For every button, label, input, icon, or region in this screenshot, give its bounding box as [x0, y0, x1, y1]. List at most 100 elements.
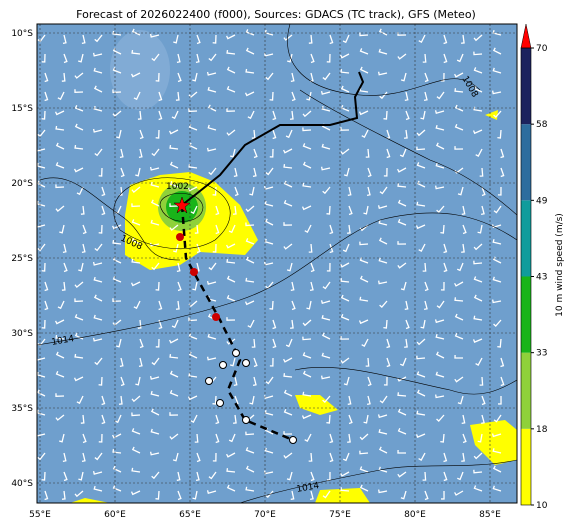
- wind-barb: [188, 300, 198, 308]
- wind-barb: [416, 146, 426, 151]
- wind-barb: [212, 395, 217, 405]
- lon-label: 70°E: [254, 510, 276, 520]
- wind-barb: [192, 490, 198, 500]
- map-frame: [36, 23, 518, 504]
- wind-barb: [379, 395, 388, 404]
- wind-barb: [493, 319, 502, 327]
- wind-barb: [340, 148, 350, 155]
- wind-barb: [475, 148, 483, 157]
- wind-barb: [287, 53, 293, 63]
- wind-barb: [44, 300, 49, 311]
- wind-barb: [188, 317, 198, 322]
- wind-barb: [55, 162, 65, 169]
- wind-barb: [119, 357, 124, 368]
- wind-barb: [492, 465, 502, 473]
- wind-barb: [320, 91, 331, 95]
- wind-barb: [285, 129, 293, 139]
- wind-barb: [343, 376, 350, 386]
- wind-barb: [206, 490, 217, 494]
- wind-barb: [98, 167, 103, 177]
- wind-barb: [151, 357, 160, 366]
- wind-barb: [92, 471, 103, 475]
- wind-barb: [73, 167, 84, 173]
- wind-barb: [131, 258, 141, 264]
- wind-barb: [322, 490, 331, 499]
- wind-barb: [283, 148, 293, 154]
- wind-barb: [397, 241, 407, 245]
- wind-barb: [461, 452, 465, 462]
- wind-barb: [378, 280, 388, 285]
- wind-barb: [41, 110, 46, 120]
- wind-barb: [226, 129, 236, 136]
- wind-barb: [310, 262, 315, 273]
- wind-barb: [400, 72, 407, 82]
- wind-barb: [283, 373, 293, 378]
- wind-barb: [81, 243, 86, 254]
- wind-barb: [208, 167, 217, 176]
- wind-barb: [383, 167, 388, 177]
- wind-barb: [74, 490, 84, 498]
- wind-barb: [397, 53, 407, 60]
- wind-barb: [492, 485, 502, 492]
- wind-barb: [342, 452, 350, 462]
- wind-barb: [423, 91, 428, 102]
- wind-barb: [291, 91, 296, 102]
- wind-barb: [454, 332, 464, 340]
- wind-barb: [131, 49, 141, 55]
- wind-barb: [321, 332, 331, 340]
- wind-barb: [225, 34, 236, 40]
- wind-barb: [420, 110, 426, 120]
- wind-barb: [118, 395, 123, 405]
- wind-barb: [264, 447, 274, 454]
- wind-barb: [309, 490, 314, 501]
- wind-barb: [321, 352, 331, 359]
- wind-barb: [340, 85, 350, 93]
- wind-barb: [247, 319, 255, 329]
- wind-barb: [326, 205, 331, 215]
- wind-barb: [340, 471, 350, 477]
- wind-barb: [150, 199, 160, 207]
- wind-barb: [397, 167, 407, 173]
- wind-barb: [302, 143, 312, 150]
- wind-barb: [155, 72, 160, 82]
- colorbar-segment: [521, 124, 531, 201]
- wind-barb: [283, 34, 293, 41]
- wind-barb: [436, 414, 445, 422]
- wind-barb: [498, 395, 502, 405]
- wind-barb: [158, 300, 163, 311]
- wind-barb: [92, 337, 103, 342]
- wind-barb: [329, 243, 334, 254]
- wind-barb: [436, 91, 445, 100]
- lat-label: 15°S: [11, 104, 33, 114]
- wind-barb: [247, 110, 255, 120]
- wind-barb: [358, 110, 369, 116]
- wind-barb: [226, 49, 236, 55]
- wind-barb: [111, 224, 122, 230]
- wind-barb: [176, 53, 181, 64]
- wind-barb: [112, 67, 122, 74]
- wind-barb: [149, 242, 160, 247]
- wind-barb: [416, 338, 426, 346]
- wind-barb: [131, 395, 141, 403]
- wind-barb: [359, 241, 369, 246]
- wind-barb: [55, 142, 65, 150]
- wind-barb: [473, 315, 483, 321]
- isobars: [37, 24, 517, 503]
- wind-barb: [101, 205, 106, 216]
- wind-barb: [41, 53, 46, 63]
- wind-barb: [176, 262, 181, 273]
- wind-barb: [378, 489, 388, 494]
- wind-barb: [497, 186, 502, 196]
- wind-barb: [424, 490, 429, 501]
- wind-barb: [492, 90, 502, 95]
- colorbar-tick-label: 70: [536, 44, 548, 54]
- wind-barb: [473, 452, 483, 460]
- wind-barb: [291, 300, 296, 311]
- wind-barb: [112, 433, 122, 439]
- wind-barb: [37, 243, 46, 252]
- wind-barb: [112, 30, 122, 36]
- wind-barb: [440, 224, 445, 234]
- wind-barb: [151, 262, 160, 271]
- wind-barb: [130, 490, 141, 496]
- wind-barb: [245, 222, 255, 227]
